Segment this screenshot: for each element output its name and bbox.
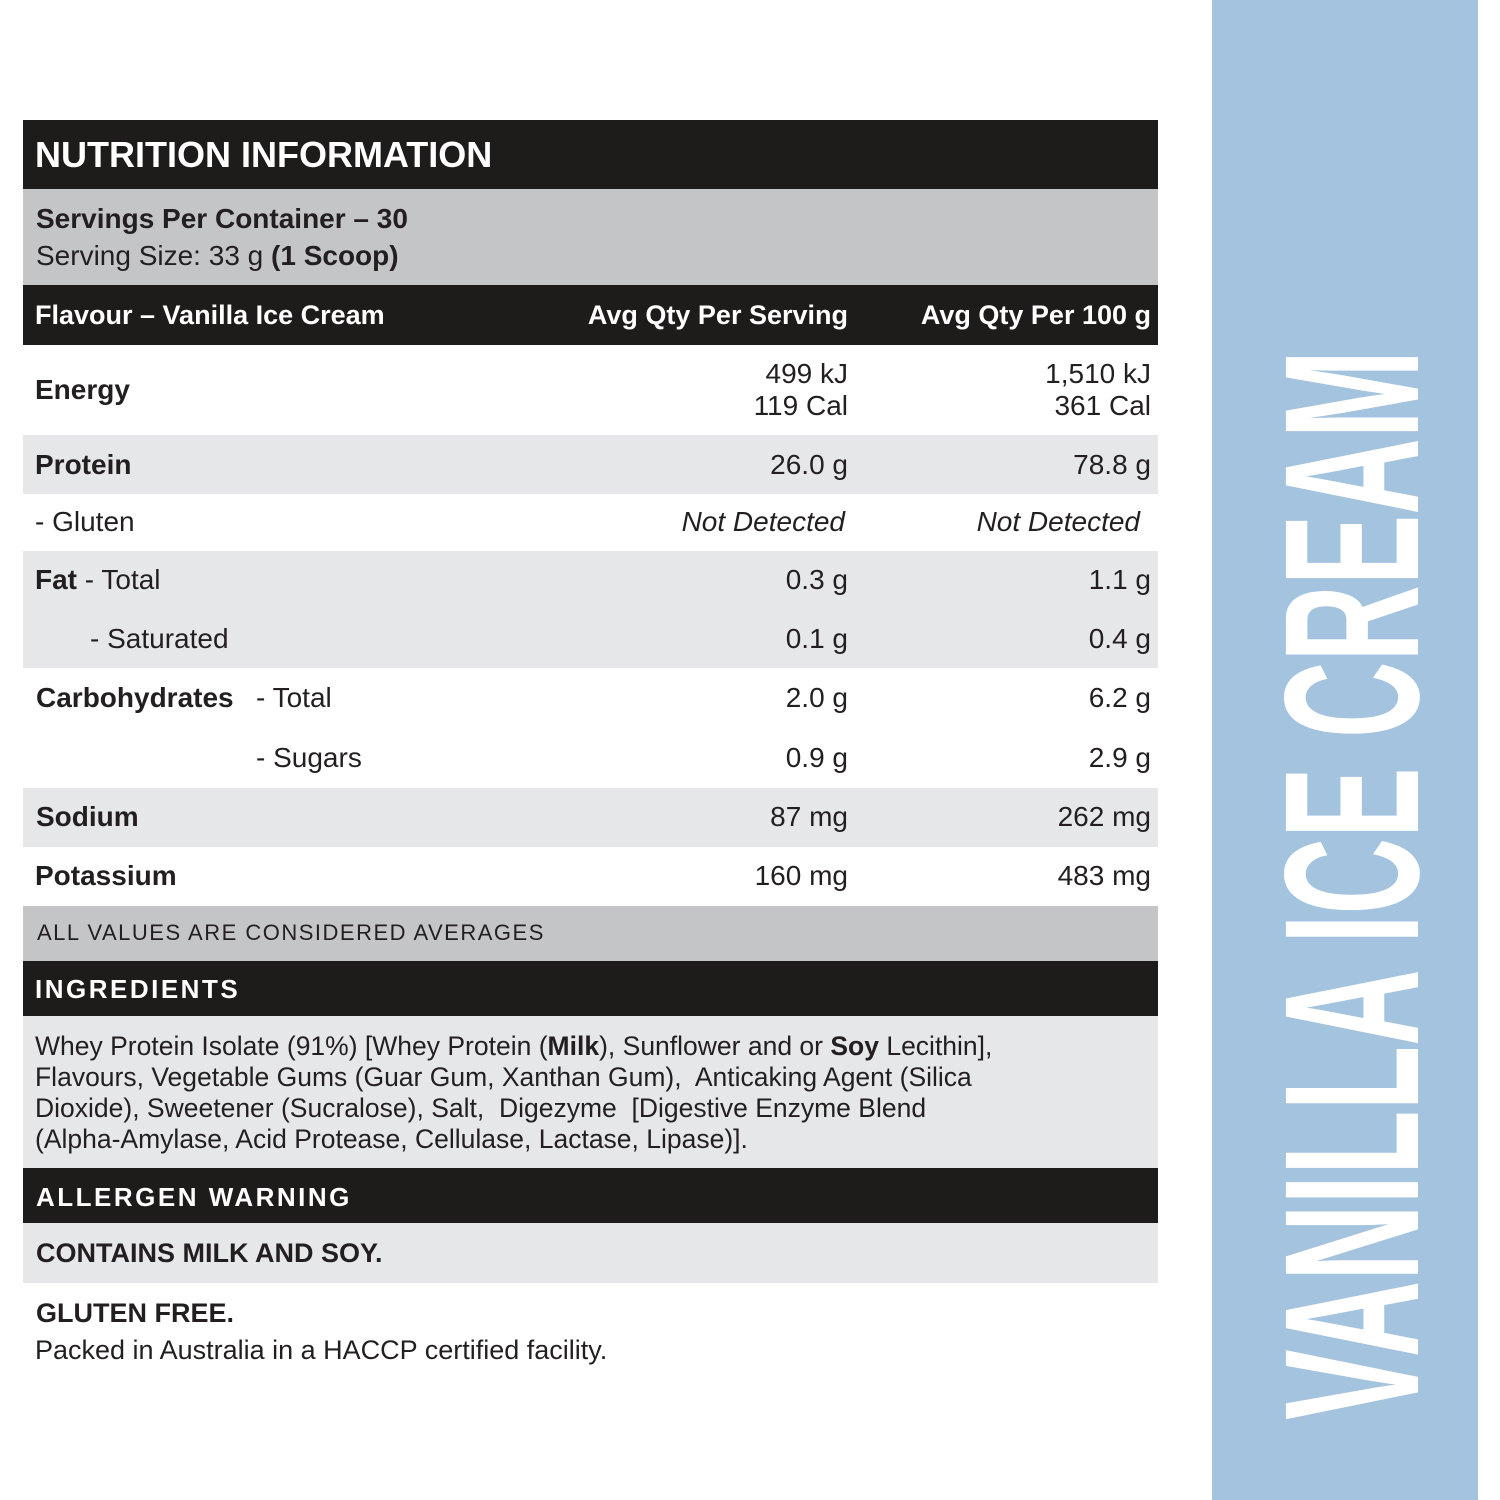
ingredients-line: Flavours, Vegetable Gums (Guar Gum, Xant… xyxy=(35,1062,972,1092)
row-label: Sodium xyxy=(36,801,139,832)
allergen-bg xyxy=(23,1223,1158,1283)
row-label: Energy xyxy=(35,374,130,405)
cell: 119 Cal xyxy=(753,390,848,421)
row-sublabel: - Total xyxy=(256,682,332,713)
cell: 2.9 g xyxy=(1088,742,1151,773)
note-bar xyxy=(23,906,1158,961)
row-label: - Gluten xyxy=(35,506,135,537)
ingredients-line: Dioxide), Sweetener (Sucralose), Salt, D… xyxy=(35,1093,927,1123)
title: NUTRITION INFORMATION xyxy=(35,134,493,175)
cell: 26.0 g xyxy=(770,449,848,480)
serving-size-text: Serving Size: 33 g xyxy=(36,240,264,271)
allergen-text: CONTAINS MILK AND SOY. xyxy=(36,1238,383,1268)
header-bar xyxy=(23,285,1158,345)
row-label-bold: Fat xyxy=(35,564,77,595)
cell: 499 kJ xyxy=(765,358,849,389)
ingredients-title: INGREDIENTS xyxy=(35,974,241,1004)
row-sublabel: - Sugars xyxy=(256,742,362,773)
row-bg xyxy=(23,788,1158,847)
packed: Packed in Australia in a HACCP certified… xyxy=(35,1335,608,1365)
column-header: Avg Qty Per 100 g xyxy=(920,300,1151,330)
cell: 78.8 g xyxy=(1073,449,1151,480)
note: ALL VALUES ARE CONSIDERED AVERAGES xyxy=(37,920,545,945)
cell: 0.9 g xyxy=(785,742,848,773)
title-bar xyxy=(23,120,1158,189)
cell: 1.1 g xyxy=(1088,564,1151,595)
serving-size: Serving Size: 33 g (1 Scoop) xyxy=(36,236,399,276)
cell: 0.3 g xyxy=(785,564,848,595)
cell: 0.4 g xyxy=(1088,623,1151,654)
cell: 483 mg xyxy=(1057,860,1151,891)
serving-size-note: (1 Scoop) xyxy=(271,240,399,271)
text: Lecithin], xyxy=(878,1031,993,1061)
cell: 361 Cal xyxy=(1054,390,1151,421)
column-header: Flavour – Vanilla Ice Cream xyxy=(35,300,385,330)
row-label: Fat - Total xyxy=(35,560,161,600)
text-bold: Milk xyxy=(547,1031,600,1061)
row-label: Carbohydrates xyxy=(36,682,234,713)
servings: Servings Per Container – 30 xyxy=(36,203,408,234)
cell: 6.2 g xyxy=(1088,682,1151,713)
ingredients-bar xyxy=(23,961,1158,1016)
ingredients-line: Whey Protein Isolate (91%) [Whey Protein… xyxy=(35,1026,992,1066)
cell: 1,510 kJ xyxy=(1045,358,1151,389)
allergen-title: ALLERGEN WARNING xyxy=(36,1182,352,1212)
ingredients-line: (Alpha-Amylase, Acid Protease, Cellulase… xyxy=(35,1124,748,1154)
side-bg xyxy=(1212,0,1478,1500)
side-label: VANILLA ICE CREAM xyxy=(1244,350,1459,1420)
row-label: Potassium xyxy=(35,860,177,891)
row-label: Protein xyxy=(35,449,132,480)
cell: 262 mg xyxy=(1057,801,1151,832)
text-bold: Soy xyxy=(830,1031,879,1061)
cell: Not Detected xyxy=(681,506,845,537)
column-header: Avg Qty Per Serving xyxy=(587,300,848,330)
row-bg xyxy=(23,435,1158,494)
cell: 0.1 g xyxy=(785,623,848,654)
allergen-bar xyxy=(23,1168,1158,1223)
serving-bar xyxy=(23,189,1158,285)
gluten-free: GLUTEN FREE. xyxy=(36,1298,235,1328)
cell: 2.0 g xyxy=(785,682,848,713)
row-sublabel: - Total xyxy=(84,564,161,595)
cell: Not Detected xyxy=(976,506,1140,537)
cell: 160 mg xyxy=(754,860,848,891)
text: ), Sunflower and or xyxy=(599,1031,831,1061)
side-panel: VANILLA ICE CREAM xyxy=(1212,0,1478,1500)
row-bg xyxy=(23,551,1158,668)
row-sublabel: - Saturated xyxy=(90,623,229,654)
text: Whey Protein Isolate (91%) [Whey Protein… xyxy=(35,1031,548,1061)
ingredients-bg xyxy=(23,1016,1158,1168)
cell: 87 mg xyxy=(770,801,848,832)
